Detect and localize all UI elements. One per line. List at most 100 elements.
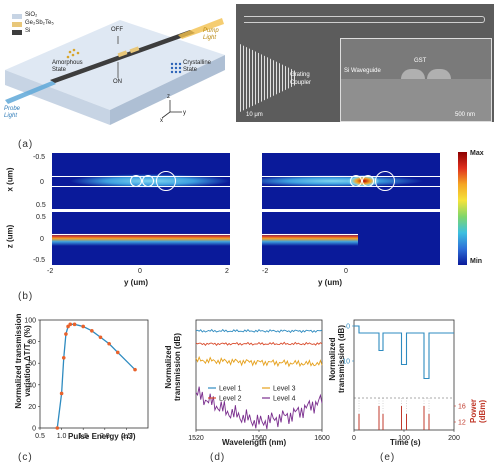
z-tick-label: 0.5 — [36, 214, 46, 221]
chart-d-series-line — [195, 386, 323, 430]
sem-inset-gst-bump — [427, 69, 451, 79]
chart-d-legend-label: Level 4 — [273, 396, 296, 403]
colorbar-min-label: Min — [470, 258, 483, 265]
field-map-right-top — [262, 153, 440, 209]
chart-d-legend-label: Level 1 — [219, 386, 242, 393]
field-y-axis-title: y (um) — [124, 278, 148, 287]
chart-e-ytick-label: 0 — [346, 324, 350, 331]
field-map-left-bottom — [52, 212, 230, 265]
pump-light-label: Pump Light — [203, 28, 219, 41]
waveguide-outline — [52, 176, 230, 187]
panel-label-d: (d) — [210, 452, 226, 463]
si-waveguide — [50, 30, 195, 83]
y-tick-label: 0 — [138, 268, 142, 275]
sem-scale-bar-1: 10 μm — [246, 112, 263, 118]
sem-waveguide-label: Si Waveguide — [344, 68, 381, 74]
chart-e-frame — [353, 319, 455, 431]
x-tick-label: -0.5 — [33, 154, 46, 161]
gst-cell-marker — [156, 171, 176, 191]
chart-c-point — [64, 332, 68, 336]
chart-c-ytick-label: 20 — [28, 404, 36, 411]
field-map-left-top — [52, 153, 230, 209]
amorphous-state-icon — [66, 48, 80, 59]
x-tick-label: 0 — [40, 179, 44, 186]
sem-gst-label: GST — [414, 58, 427, 64]
chart-e-y2label: Power (dBm) — [469, 398, 487, 423]
y-tick-label: 2 — [225, 268, 229, 275]
sem-waveguide-trace — [244, 16, 485, 23]
chart-d-xtick-label: 1520 — [188, 435, 204, 442]
y-tick-label: -2 — [47, 268, 54, 275]
gst-cell-marker — [130, 175, 142, 187]
chart-c-xtick-label: 1.0 — [57, 433, 67, 440]
chart-c-ytick-label: 0 — [32, 426, 36, 433]
chart-c-ytick-label: 100 — [24, 318, 36, 325]
gst-cell-marker — [375, 171, 395, 191]
amorphous-label: Amorphous State — [52, 60, 83, 73]
chart-d: 1520 1560 1600 Level 1 Level 2 Level 3 Level 4 — [188, 319, 330, 442]
chart-e-ylabel: Normalized transmission (dB) — [328, 325, 346, 394]
axis-x-label: x — [160, 118, 163, 124]
chart-d-legend-label: Level 2 — [219, 396, 242, 403]
sio2-slab-front — [5, 70, 110, 125]
chart-c-point — [133, 367, 137, 372]
axis-triad — [161, 100, 182, 119]
gst-cell — [117, 50, 128, 58]
off-label: OFF — [111, 27, 123, 33]
sem-coupler-label: Coupler — [290, 80, 312, 86]
panel-label-e: (e) — [380, 452, 396, 463]
chart-e-y2tick-label: 12 — [458, 420, 466, 427]
crystalline-label: Crystalline State — [183, 60, 212, 73]
colorbar — [458, 152, 467, 265]
device-schematic — [5, 14, 225, 125]
chart-c-point — [59, 391, 64, 396]
sem-overview-image — [236, 4, 494, 122]
chart-c-point — [90, 329, 94, 333]
chart-c-point — [55, 426, 60, 430]
legend-label-gst: Ge₂Sb₂Te₅ — [25, 20, 54, 26]
chart-e-y2tick-label: 16 — [458, 404, 466, 411]
gst-cell-marker — [362, 175, 374, 187]
chart-d-ylabel: Normalized transmission (dB) — [164, 333, 182, 402]
chart-c-point — [115, 350, 120, 355]
probe-light-beam — [5, 81, 56, 104]
chart-e-transmission-line — [354, 325, 454, 380]
chart-c-xtick-label: 0.5 — [35, 433, 45, 440]
chart-d-series-line — [195, 355, 323, 368]
chart-c-frame — [39, 319, 149, 429]
legend-swatch-si — [12, 30, 22, 35]
gst-cell-marker — [142, 175, 154, 187]
crystalline-state-icon — [170, 62, 182, 74]
legend-swatch-gst — [12, 22, 22, 27]
chart-c-xtick-label: 2.5 — [122, 433, 132, 440]
on-label: ON — [113, 79, 122, 85]
chart-c: 0 20 40 60 80 100 0.5 1.0 1.5 2.0 2.5 — [24, 318, 149, 440]
y-tick-label: 0 — [344, 268, 348, 275]
gst-cell-marker — [350, 175, 362, 187]
chart-d-legend-label: Level 3 — [273, 386, 296, 393]
panel-label-b: (b) — [18, 291, 34, 302]
chart-c-ytick-label: 60 — [28, 361, 36, 368]
panel-label-c: (c) — [18, 452, 33, 463]
z-tick-label: -0.5 — [33, 257, 46, 264]
chart-c-series-line — [56, 323, 136, 429]
chart-c-point — [61, 356, 66, 360]
field-x-axis-title: x (um) — [5, 167, 15, 192]
chart-c-point — [68, 322, 73, 327]
chart-c-xtick-label: 1.5 — [78, 433, 88, 440]
x-tick-label: 0.5 — [36, 202, 46, 209]
axis-z-label: z — [167, 94, 170, 100]
field-map-right-bottom — [262, 212, 440, 265]
y-tick-label: -2 — [262, 268, 269, 275]
chart-c-ylabel: Normalized transmission variation ΔT/T₀ … — [14, 313, 32, 409]
sem-grating-coupler — [240, 44, 296, 112]
sem-scale-bar-2: 500 nm — [455, 112, 476, 118]
probe-light-label: Probe Light — [4, 106, 21, 119]
chart-e-xlabel: Time (s) — [390, 438, 421, 447]
sem-grating-label: Grating — [290, 72, 310, 78]
chart-d-xtick-label: 1600 — [314, 435, 330, 442]
chart-e-xtick-label: 0 — [352, 435, 356, 442]
chart-d-xtick-label: 1560 — [251, 435, 267, 442]
pump-light-beam — [178, 18, 224, 39]
chart-c-ytick-label: 80 — [28, 339, 36, 346]
